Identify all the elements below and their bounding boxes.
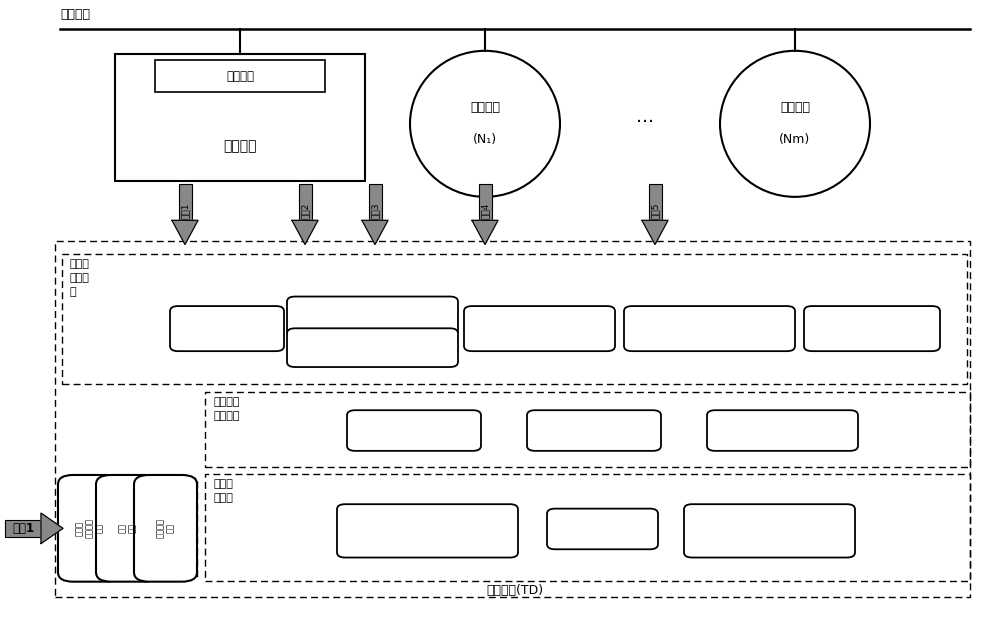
Text: 跳变控
制模块: 跳变控 制模块 (213, 479, 233, 504)
Bar (65, 478, 197, 578)
Bar (205, 474, 970, 581)
Text: 网络节点: 网络节点 (780, 102, 810, 114)
Text: 版本号
时间窗口
参数: 版本号 时间窗口 参数 (75, 518, 104, 538)
Ellipse shape (410, 51, 560, 197)
Text: (Nm): (Nm) (779, 133, 811, 146)
Polygon shape (472, 220, 498, 244)
Bar (155, 60, 325, 92)
FancyBboxPatch shape (527, 410, 661, 451)
Text: 可信设备(TD): 可信设备(TD) (486, 584, 544, 597)
FancyBboxPatch shape (287, 328, 458, 367)
Text: 时间窗
控制模
块: 时间窗 控制模 块 (70, 259, 90, 297)
FancyBboxPatch shape (287, 297, 458, 335)
Text: 时间同步: 时间同步 (226, 70, 254, 83)
FancyBboxPatch shape (170, 306, 284, 351)
Bar (649, 184, 662, 220)
Bar (55, 241, 970, 597)
Text: 输出时间窗
的加权平均: 输出时间窗 的加权平均 (856, 318, 888, 340)
Text: 计算时间窗的加权平均: 计算时间窗的加权平均 (678, 324, 741, 333)
Bar (62, 254, 967, 384)
Bar (5, 520, 41, 537)
FancyBboxPatch shape (58, 475, 121, 582)
Text: 步骤1: 步骤1 (12, 522, 34, 535)
FancyBboxPatch shape (804, 306, 940, 351)
Text: 输入时间周期、网络参数
集合、加权平均的时间窗: 输入时间周期、网络参数 集合、加权平均的时间窗 (393, 519, 462, 542)
FancyBboxPatch shape (464, 306, 615, 351)
Polygon shape (292, 220, 318, 244)
Text: 网络参数
命令: 网络参数 命令 (156, 518, 175, 538)
Text: 时间
周期: 时间 周期 (118, 523, 137, 533)
Text: 记时器: 记时器 (593, 524, 612, 534)
FancyBboxPatch shape (96, 475, 159, 582)
Text: (N₁): (N₁) (473, 133, 497, 146)
Bar (479, 184, 492, 220)
Text: 步骤3: 步骤3 (370, 203, 380, 219)
Text: 网络参数
控制模块: 网络参数 控制模块 (213, 397, 240, 421)
FancyBboxPatch shape (347, 410, 481, 451)
Bar (115, 54, 365, 181)
Text: 总控制器: 总控制器 (223, 139, 257, 153)
FancyBboxPatch shape (684, 504, 855, 558)
Bar (205, 392, 970, 467)
Text: 累加数据包的路由跳数: 累加数据包的路由跳数 (341, 343, 404, 352)
Text: 网络节点: 网络节点 (470, 102, 500, 114)
FancyBboxPatch shape (707, 410, 858, 451)
FancyBboxPatch shape (624, 306, 795, 351)
FancyBboxPatch shape (547, 509, 658, 549)
Text: …: … (636, 109, 654, 126)
Text: 输出网络参数集合: 输出网络参数集合 (758, 425, 808, 436)
FancyBboxPatch shape (337, 504, 518, 558)
Polygon shape (642, 220, 668, 244)
Text: 用加权平均的时间窗
去更新节点的参数: 用加权平均的时间窗 去更新节点的参数 (741, 519, 798, 542)
Text: 输入时间周期: 输入时间周期 (395, 425, 433, 436)
Bar (178, 184, 192, 220)
Text: 读入数据包: 读入数据包 (211, 324, 243, 333)
Text: 计算时间窗的均值: 计算时间窗的均值 (514, 324, 564, 333)
Polygon shape (41, 513, 63, 544)
Polygon shape (172, 220, 198, 244)
Text: 安全通道: 安全通道 (60, 8, 90, 21)
Bar (368, 184, 382, 220)
Text: 步骤4: 步骤4 (480, 203, 490, 219)
Ellipse shape (720, 51, 870, 197)
Text: 步骤2: 步骤2 (300, 203, 310, 219)
Text: 步骤5: 步骤5 (650, 203, 660, 219)
Polygon shape (362, 220, 388, 244)
Text: 累加数据包的传输时间: 累加数据包的传输时间 (341, 311, 404, 321)
Text: 步骤1: 步骤1 (180, 203, 190, 219)
Text: 网络参数接口: 网络参数接口 (575, 425, 613, 436)
Bar (298, 184, 312, 220)
FancyBboxPatch shape (134, 475, 197, 582)
